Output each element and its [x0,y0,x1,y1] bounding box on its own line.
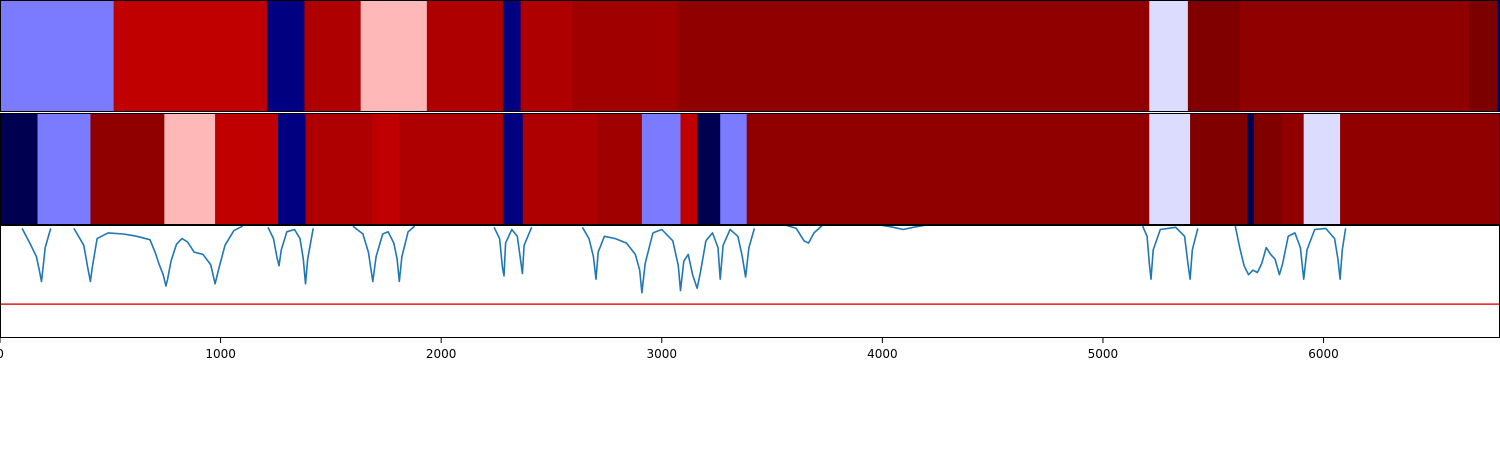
signal-dip-14 [1274,227,1347,281]
track-2-segment-9 [399,113,504,225]
track-2-segment-22 [1281,113,1305,225]
track-2-segment-21 [1254,113,1283,225]
track-1-segment-8 [520,0,573,112]
x-tick-label-5000: 5000 [1088,347,1119,361]
x-tick-label-2000: 2000 [426,347,457,361]
signal-dip-3 [166,225,243,285]
signal-dip-13 [1234,225,1276,276]
signal-dip-2 [73,227,169,287]
track-1-segment-3 [266,0,305,112]
track-2-segment-13 [641,113,682,225]
signal-dip-8 [652,228,707,292]
track-2-segment-4 [164,113,216,225]
x-tick-label-0: 0 [0,347,4,361]
track-2-segment-15 [697,113,721,225]
track-1-segment-6 [426,0,504,112]
track-1-segment-4 [304,0,362,112]
signal-dip-11 [879,224,927,231]
signal-dip-12 [1141,225,1199,281]
track-2-segment-23 [1303,113,1341,225]
track-2-segment-14 [680,113,698,225]
track-2-segment-12 [597,113,643,225]
signal-dip-9 [705,228,756,281]
track-2-segment-24 [1340,113,1500,225]
track-2-segment-16 [720,113,748,225]
signal-dip-4 [267,226,314,285]
track-2-segment-1 [0,113,38,225]
track-1-segment-10 [677,0,1150,112]
track-1-segment-13 [1239,0,1470,112]
track-2-segment-3 [90,113,165,225]
track-1-segment-12 [1187,0,1241,112]
heatmap-track-1 [0,0,1500,112]
track-1-segment-11 [1149,0,1189,112]
x-tick-label-6000: 6000 [1308,347,1339,361]
x-tick-label-4000: 4000 [867,347,898,361]
signal-dip-6 [493,226,533,277]
signal-panel [0,224,1500,305]
track-2-segment-7 [305,113,374,225]
x-axis: 0 1000 2000 3000 4000 5000 6000 [0,338,1339,361]
track-1-segment-15 [1497,0,1500,112]
signal-dip-10 [785,224,824,244]
track-1-segment-7 [502,0,522,112]
track-2-segment-18 [1149,113,1191,225]
track-2-segment-2 [37,113,91,225]
track-2-segment-17 [746,113,1150,225]
x-tick-label-1000: 1000 [205,347,236,361]
signal-dip-1 [21,228,52,283]
track-2-segment-19 [1190,113,1248,225]
track-2-segment-20 [1247,113,1255,225]
track-1-segment-5 [360,0,428,112]
x-tick-label-3000: 3000 [646,347,677,361]
track-1-segment-1 [0,0,115,112]
track-1-segment-2 [113,0,268,112]
track-2-segment-8 [372,113,400,225]
track-2-segment-10 [502,113,524,225]
track-1-segment-9 [572,0,678,112]
track-1-segment-14 [1469,0,1499,112]
signal-dip-7 [581,226,654,294]
signal-dip-5 [352,225,416,283]
track-2-segment-6 [277,113,307,225]
track-2-segment-11 [522,113,599,225]
heatmap-track-2 [0,113,1500,225]
track-2-segment-5 [215,113,279,225]
